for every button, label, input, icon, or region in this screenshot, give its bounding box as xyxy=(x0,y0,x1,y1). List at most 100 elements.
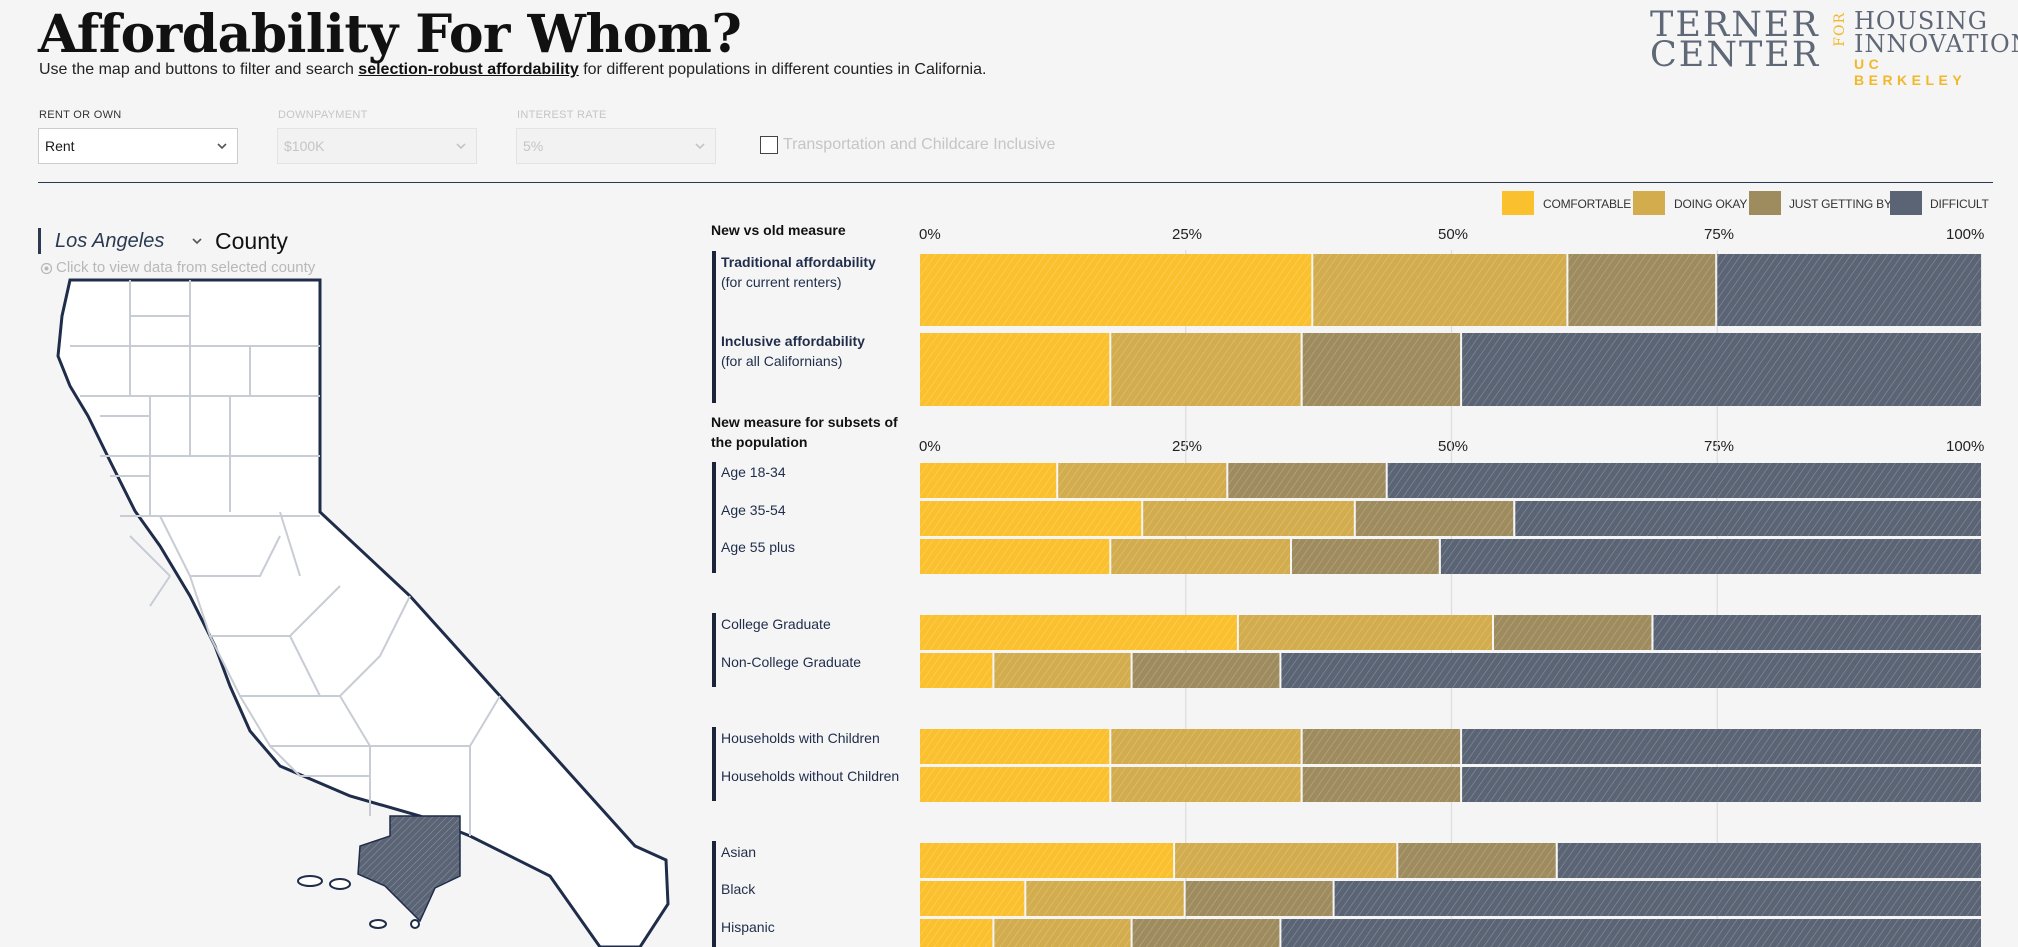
terner-center-logo[interactable]: TERNER CENTER FOR HOUSING INNOVATION UC … xyxy=(1650,5,2018,89)
interest-rate-label: INTEREST RATE xyxy=(517,109,607,121)
axis-tick-label: 25% xyxy=(1172,438,1203,455)
chevron-down-icon[interactable] xyxy=(190,234,204,248)
state-outline xyxy=(56,278,670,947)
rent-or-own-select[interactable]: Rent xyxy=(38,128,238,164)
bar-texture xyxy=(1111,333,1301,406)
row-label-hispanic: Hispanic xyxy=(721,919,775,935)
county-suffix: County xyxy=(215,228,288,254)
axis-tick-label: 100% xyxy=(1946,438,1985,455)
row-sublabel-traditional: (for current renters) xyxy=(721,274,842,290)
group-accent-bar xyxy=(712,727,716,801)
axis-tick-label: 75% xyxy=(1704,438,1735,455)
bar-texture xyxy=(1175,843,1397,878)
county-accent-bar xyxy=(38,228,41,254)
downpayment-select[interactable]: $100K xyxy=(277,128,477,164)
bar-texture xyxy=(920,881,1025,916)
county-select[interactable]: Los Angeles xyxy=(55,230,165,252)
bar-texture xyxy=(1313,254,1567,326)
bar-texture xyxy=(1302,333,1461,406)
inclusive-checkbox[interactable] xyxy=(760,136,778,154)
county-hint: Click to view data from selected county xyxy=(56,259,316,276)
bar-texture xyxy=(1185,881,1333,916)
page-subtitle: Use the map and buttons to filter and se… xyxy=(39,61,986,79)
bar-texture xyxy=(1494,615,1652,650)
row-label-inclusive: Inclusive affordability xyxy=(721,333,865,349)
bar-texture xyxy=(1026,881,1184,916)
rent-or-own-value: Rent xyxy=(45,138,75,154)
selection-robust-affordability-link[interactable]: selection-robust affordability xyxy=(358,61,579,78)
rent-or-own-label: RENT OR OWN xyxy=(39,109,122,121)
axis-tick-label: 50% xyxy=(1438,226,1469,243)
bar-texture xyxy=(1515,501,1981,536)
downpayment-label: DOWNPAYMENT xyxy=(278,109,368,121)
logo-terner: TERNER xyxy=(1650,5,1820,45)
axis-tick-label: 0% xyxy=(919,226,941,243)
channel-islands xyxy=(297,875,420,929)
chevron-down-icon xyxy=(695,143,705,150)
chevron-down-icon xyxy=(217,143,227,150)
bar-texture xyxy=(920,254,1312,326)
group-accent-bar xyxy=(712,251,716,403)
group-accent-bar xyxy=(712,462,716,573)
page-title: Affordability For Whom? xyxy=(38,4,742,65)
bar-texture xyxy=(920,843,1174,878)
group-accent-bar xyxy=(712,613,716,687)
bar-texture xyxy=(1132,653,1280,688)
bar-texture xyxy=(1387,463,1981,498)
bar-texture xyxy=(1302,767,1461,802)
logo-innovation: INNOVATION xyxy=(1854,30,2018,58)
pointer-hand-icon xyxy=(40,262,53,275)
axis-tick-label: 0% xyxy=(919,438,941,455)
california-county-map[interactable] xyxy=(40,276,680,947)
bar-texture xyxy=(920,463,1057,498)
bar-texture xyxy=(1228,463,1386,498)
logo-center: CENTER xyxy=(1650,35,1821,75)
logo-uc-berkeley: UC BERKELEY xyxy=(1854,56,1967,88)
row-label-non-college-graduate: Non-College Graduate xyxy=(721,654,862,670)
bar-texture xyxy=(1111,767,1301,802)
legend-label-just-getting-by: JUST GETTING BY xyxy=(1789,197,1892,211)
row-sublabel-inclusive: (for all Californians) xyxy=(721,353,843,369)
subtitle-text-post: for different populations in different c… xyxy=(578,61,987,78)
bar-texture xyxy=(920,333,1110,406)
chevron-down-icon xyxy=(456,143,466,150)
axis-tick-label: 75% xyxy=(1704,226,1735,243)
bar-texture xyxy=(1281,919,1981,947)
bar-texture xyxy=(1058,463,1227,498)
bar-texture xyxy=(1398,843,1556,878)
subtitle-text-pre: Use the map and buttons to filter and se… xyxy=(39,61,359,78)
row-label-age-55-plus: Age 55 plus xyxy=(721,539,795,555)
bar-texture xyxy=(1462,767,1981,802)
bar-texture xyxy=(1334,881,1981,916)
inclusive-checkbox-label[interactable]: Transportation and Childcare Inclusive xyxy=(783,136,1056,153)
bar-texture xyxy=(1355,501,1514,536)
bar-texture xyxy=(920,767,1110,802)
bar-texture xyxy=(920,729,1110,764)
bar-texture xyxy=(1238,615,1492,650)
section-title-subsets: New measure for subsets of the populatio… xyxy=(711,414,898,450)
bar-texture xyxy=(1653,615,1981,650)
bar-texture xyxy=(1462,333,1981,406)
bar-texture xyxy=(920,653,993,688)
legend-swatch-difficult xyxy=(1890,191,1922,215)
row-label-asian: Asian xyxy=(721,844,757,860)
group-accent-bar xyxy=(712,841,716,947)
bar-texture xyxy=(1111,729,1301,764)
bar-texture xyxy=(1440,539,1981,574)
row-label-age-35-54: Age 35-54 xyxy=(721,502,786,518)
section-title-new-vs-old: New vs old measure xyxy=(711,222,846,238)
row-label-age-18-34: Age 18-34 xyxy=(721,464,786,480)
legend-label-comfortable: COMFORTABLE xyxy=(1543,197,1632,211)
bar-texture xyxy=(1132,919,1280,947)
bar-texture xyxy=(1568,254,1716,326)
bar-texture xyxy=(920,501,1142,536)
bar-texture xyxy=(1111,539,1290,574)
row-label-black: Black xyxy=(721,881,756,897)
bar-texture xyxy=(920,615,1237,650)
county-los-angeles[interactable] xyxy=(357,815,461,923)
legend-swatch-just-getting-by xyxy=(1749,191,1781,215)
interest-rate-select[interactable]: 5% xyxy=(516,128,716,164)
header-divider xyxy=(38,182,1993,183)
downpayment-value: $100K xyxy=(284,138,325,154)
